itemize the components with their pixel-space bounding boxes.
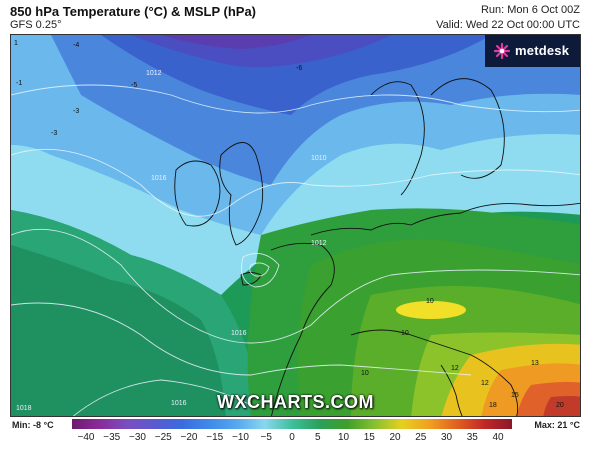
- colorbar-tick-label: 10: [337, 432, 350, 443]
- logo-text: metdesk: [515, 43, 570, 58]
- temp-label: 20: [556, 402, 564, 409]
- temperature-field: 1012 1016 1010 1012 1016 1018 1016 1 -4 …: [11, 35, 580, 416]
- model-label: GFS 0.25°: [10, 19, 62, 31]
- metdesk-logo-icon: [493, 42, 511, 60]
- chart-title: 850 hPa Temperature (°C) & MSLP (hPa): [10, 4, 256, 19]
- temp-label: 10: [426, 298, 434, 305]
- temp-label: -3: [51, 130, 57, 137]
- metdesk-logo[interactable]: metdesk: [485, 35, 580, 67]
- valid-time: Valid: Wed 22 Oct 00:00 UTC: [436, 19, 580, 31]
- temp-label: -5: [131, 82, 137, 89]
- watermark: WXCHARTS.COM: [217, 392, 374, 412]
- isobar-label: 1012: [311, 240, 327, 247]
- temp-label: -4: [73, 42, 79, 49]
- isobar-label: 1016: [231, 330, 247, 337]
- colorbar-tick-label: −40: [77, 432, 95, 443]
- colorbar-tick-label: 15: [363, 432, 375, 443]
- colorbar-tick-label: 0: [289, 432, 295, 443]
- temp-label: -1: [16, 80, 22, 87]
- temp-label: 12: [481, 380, 489, 387]
- isobar-label: 1016: [151, 175, 167, 182]
- isobar-label: 1016: [171, 400, 187, 407]
- colorbar: [72, 419, 512, 429]
- colorbar-tick-label: −15: [206, 432, 224, 443]
- colorbar-tick-label: 5: [314, 432, 321, 443]
- isobar-label: 1012: [146, 70, 162, 77]
- temp-label: 1: [14, 40, 18, 47]
- run-time: Run: Mon 6 Oct 00Z: [480, 4, 580, 16]
- colorbar-gradient: [72, 419, 512, 429]
- temp-label: 10: [361, 370, 369, 377]
- colorbar-tick-label: −25: [154, 432, 172, 443]
- colorbar-tick-label: −20: [180, 432, 198, 443]
- temp-label: 13: [531, 360, 539, 367]
- temp-label: -6: [296, 65, 302, 72]
- colorbar-tick-label: −5: [260, 432, 272, 443]
- temp-label: 18: [489, 402, 497, 409]
- color-legend: Min: -8 °C Max: 21 °C −40 −35 −30 −25 −20 −15…: [0, 417, 590, 452]
- colorbar-tick-label: 20: [389, 432, 401, 443]
- colorbar-tick-label: −10: [232, 432, 249, 443]
- colorbar-tick-label: 30: [440, 432, 453, 443]
- temp-label: 10: [401, 330, 409, 337]
- isobar-label: 1018: [16, 405, 32, 412]
- weather-map[interactable]: 1012 1016 1010 1012 1016 1018 1016 1 -4 …: [10, 34, 581, 417]
- colorbar-tick-label: −30: [129, 432, 146, 443]
- colorbar-tick-label: 25: [415, 432, 427, 443]
- colorbar-tick-label: 40: [492, 432, 504, 443]
- colorbar-tick-label: 35: [466, 432, 478, 443]
- colorbar-tick-label: −35: [103, 432, 121, 443]
- min-temp-label: Min: -8 °C: [12, 420, 54, 430]
- chart-header: 850 hPa Temperature (°C) & MSLP (hPa) GF…: [0, 0, 590, 34]
- max-temp-label: Max: 21 °C: [534, 420, 580, 430]
- temp-label: 15: [511, 392, 519, 399]
- temp-label: 12: [451, 365, 459, 372]
- temp-label: -3: [73, 108, 79, 115]
- isobar-label: 1010: [311, 155, 327, 162]
